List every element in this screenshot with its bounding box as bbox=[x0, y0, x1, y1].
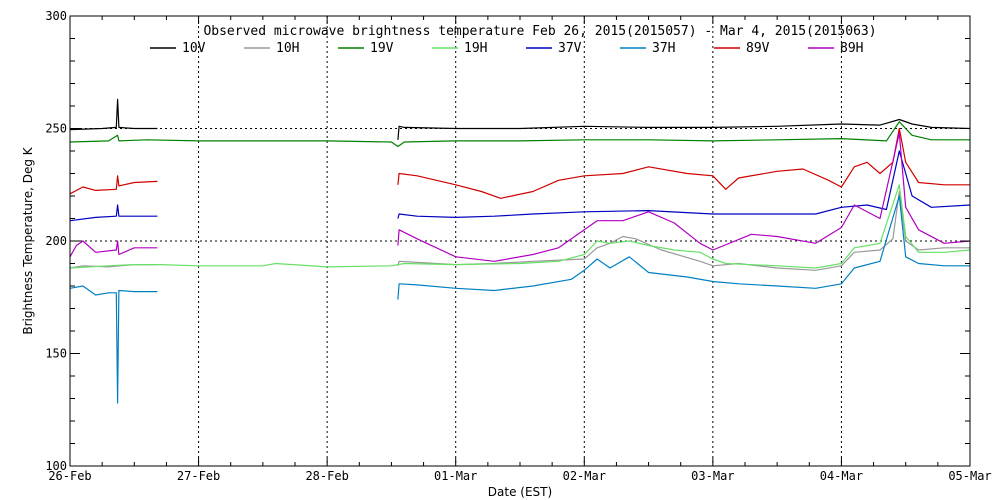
legend-label-10v: 10V bbox=[182, 41, 206, 56]
x-tick-label: 28-Feb bbox=[305, 469, 348, 483]
series-line-37v bbox=[69, 150, 971, 222]
series-line-10v bbox=[69, 98, 971, 140]
y-tick-label: 100 bbox=[45, 459, 67, 473]
x-tick-label: 26-Feb bbox=[48, 469, 91, 483]
series-line-19v bbox=[69, 121, 970, 148]
legend: 10V 10H 19V 19H 37V 37H 89V 89H bbox=[150, 41, 863, 56]
x-axis-label: Date (EST) bbox=[488, 485, 552, 499]
legend-label-37v: 37V bbox=[558, 41, 582, 56]
series-lines bbox=[69, 98, 971, 404]
x-tick-label: 05-Mar bbox=[948, 469, 991, 483]
legend-label-10h: 10H bbox=[276, 41, 299, 56]
x-tick-label: 02-Mar bbox=[563, 469, 606, 483]
chart-title: Observed microwave brightness temperatur… bbox=[203, 24, 876, 39]
legend-label-89h: 89H bbox=[840, 41, 863, 56]
legend-label-89v: 89V bbox=[746, 41, 770, 56]
x-tick-label: 27-Feb bbox=[177, 469, 220, 483]
grid-lines bbox=[70, 16, 970, 466]
y-tick-label: 150 bbox=[45, 347, 67, 361]
y-tick-label: 200 bbox=[45, 234, 67, 248]
y-tick-label: 250 bbox=[45, 122, 67, 136]
x-tick-label: 03-Mar bbox=[691, 469, 734, 483]
series-line-19h bbox=[69, 184, 971, 269]
y-tick-label: 300 bbox=[45, 9, 67, 23]
legend-label-19v: 19V bbox=[370, 41, 394, 56]
legend-label-19h: 19H bbox=[464, 41, 487, 56]
y-axis-label: Brightness Temperature, Deg K bbox=[21, 146, 35, 334]
x-tick-label: 04-Mar bbox=[820, 469, 863, 483]
x-tick-label: 01-Mar bbox=[434, 469, 477, 483]
series-line-37h bbox=[69, 195, 970, 404]
series-line-89h bbox=[69, 132, 971, 262]
legend-label-37h: 37H bbox=[652, 41, 675, 56]
axis-ticks: 26-Feb 27-Feb 28-Feb 01-Mar 02-Mar 03-Mar 04-M… bbox=[45, 9, 991, 483]
